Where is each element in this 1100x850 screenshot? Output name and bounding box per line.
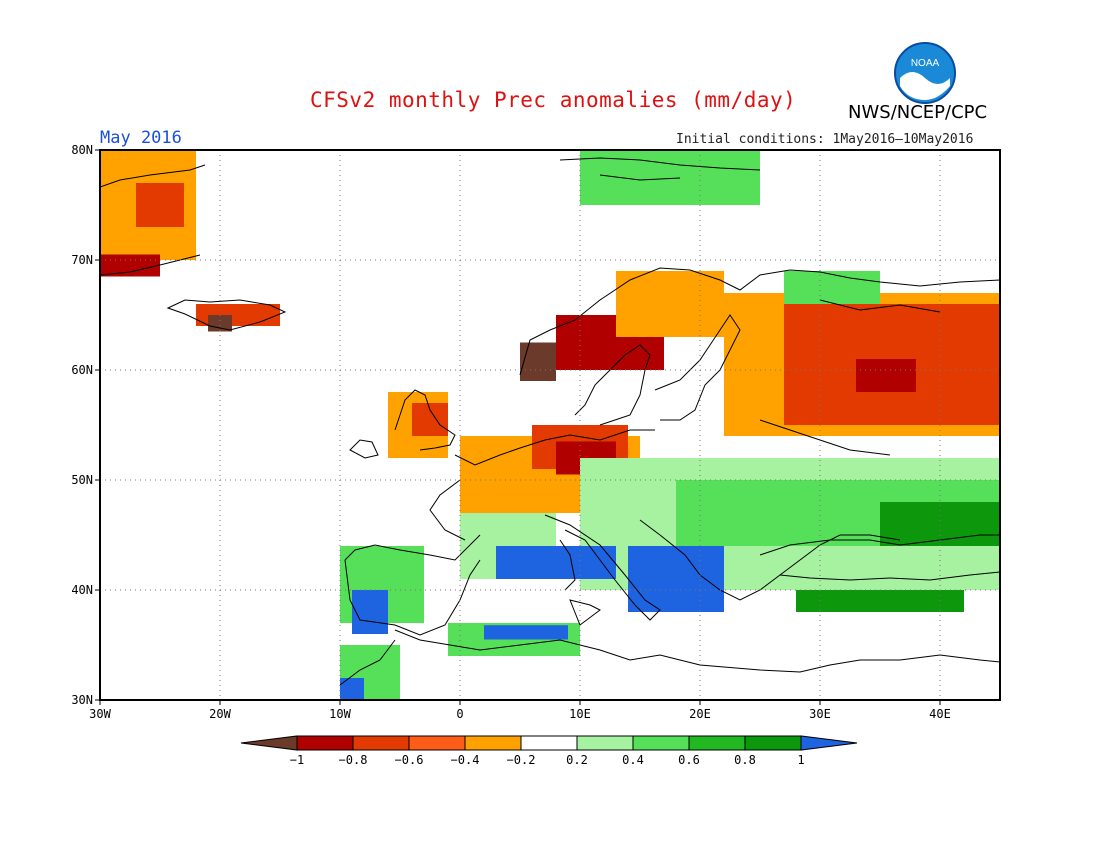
anomaly-cell <box>616 271 724 337</box>
anomaly-cell <box>580 150 760 205</box>
lat-tick-label: 30N <box>71 693 93 707</box>
colorbar-swatch <box>744 735 802 751</box>
colorbar-swatch <box>576 735 634 751</box>
lon-tick-label: 10E <box>569 707 591 721</box>
lon-tick-label: 40E <box>929 707 951 721</box>
map-frame <box>99 149 1001 701</box>
colorbar-label: 0.4 <box>622 753 644 767</box>
coastlines <box>100 157 1000 686</box>
colorbar-swatch <box>632 735 690 751</box>
chart-title: CFSv2 monthly Prec anomalies (mm/day) <box>310 88 797 112</box>
colorbar-label: −1 <box>290 753 304 767</box>
anomaly-cell <box>520 342 556 381</box>
colorbar-label: −0.6 <box>395 753 424 767</box>
lon-tick-label: 20E <box>689 707 711 721</box>
colorbar-swatch <box>688 735 746 751</box>
lon-tick-label: 10W <box>329 707 351 721</box>
lat-tick-label: 80N <box>71 143 93 157</box>
colorbar-label: −0.8 <box>339 753 368 767</box>
anomaly-cell <box>880 502 1000 546</box>
colorbar-label: 1 <box>797 753 804 767</box>
colorbar-swatch <box>408 735 466 751</box>
anomaly-cell <box>856 359 916 392</box>
lat-tick-label: 50N <box>71 473 93 487</box>
colorbar-min-arrow <box>240 735 298 751</box>
anomaly-cell <box>100 254 160 277</box>
anomaly-cell <box>412 403 448 436</box>
colorbar-label: −0.2 <box>507 753 536 767</box>
colorbar: −1 −0.8 −0.6 −0.4 −0.2 0.2 0.4 0.6 0.8 1 <box>240 735 858 767</box>
colorbar-swatch <box>352 735 410 751</box>
colorbar-max-arrow <box>800 735 858 751</box>
colorbar-label: 0.2 <box>566 753 588 767</box>
colorbar-label: 0.6 <box>678 753 700 767</box>
anomaly-cell <box>136 183 184 227</box>
lat-tick-label: 40N <box>71 583 93 597</box>
graticule <box>100 150 1000 700</box>
initial-conditions: Initial conditions: 1May2016–10May2016 <box>676 132 974 147</box>
anomaly-cell <box>784 271 880 304</box>
anomaly-cell <box>484 625 568 640</box>
lon-tick-label: 0 <box>456 707 463 721</box>
colorbar-swatch <box>520 735 578 751</box>
anomaly-cell <box>340 678 364 700</box>
colorbar-swatch <box>464 735 522 751</box>
colorbar-label: 0.8 <box>734 753 756 767</box>
lon-tick-label: 30W <box>89 707 111 721</box>
anomaly-cell <box>628 546 724 612</box>
anomaly-cell <box>208 315 232 332</box>
forecast-month: May 2016 <box>100 128 182 148</box>
noaa-logo-text: NOAA <box>911 58 940 69</box>
colorbar-label: −0.4 <box>451 753 480 767</box>
noaa-logo-icon: NOAA <box>894 42 956 104</box>
lat-tick-label: 70N <box>71 253 93 267</box>
anomaly-cell <box>352 590 388 634</box>
anomaly-cell <box>796 590 964 612</box>
agency-label: NWS/NCEP/CPC <box>848 102 988 123</box>
colorbar-swatch <box>296 735 354 751</box>
lon-tick-label: 30E <box>809 707 831 721</box>
anomaly-cell <box>496 546 616 579</box>
lat-tick-label: 60N <box>71 363 93 377</box>
lon-tick-label: 20W <box>209 707 231 721</box>
